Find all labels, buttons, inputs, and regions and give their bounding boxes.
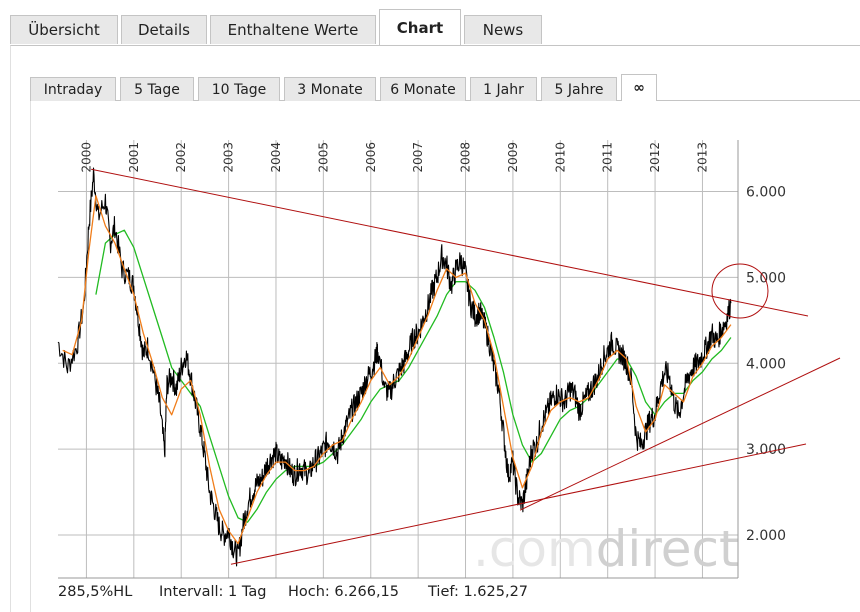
y-tick-label: 5.000 bbox=[746, 270, 786, 286]
year-label: 2010 bbox=[553, 142, 567, 173]
tab-enthaltene-werte[interactable]: Enthaltene Werte bbox=[210, 15, 376, 44]
year-label: 2002 bbox=[174, 142, 188, 173]
annotations bbox=[91, 168, 841, 565]
period-tab-8[interactable]: ∞ bbox=[621, 74, 657, 101]
year-label: 2008 bbox=[459, 142, 473, 173]
trendline-upper bbox=[91, 168, 809, 317]
year-label: 2006 bbox=[364, 142, 378, 173]
period-tab-7[interactable]: 5 Jahre bbox=[541, 77, 617, 101]
watermark: .comdirect bbox=[473, 520, 739, 578]
year-label: 2013 bbox=[695, 142, 709, 173]
year-label: 2001 bbox=[127, 142, 141, 173]
year-labels: 2000 2001 2002 2003 2004 2005 2006 2007 2008 2009… bbox=[79, 142, 709, 173]
grid bbox=[58, 140, 739, 579]
y-tick-label: 2.000 bbox=[746, 528, 786, 544]
watermark-text: .comdirect bbox=[473, 520, 739, 578]
period-tab-5[interactable]: 6 Monate bbox=[380, 77, 466, 101]
year-label: 2012 bbox=[648, 142, 662, 173]
y-tick-label: 6.000 bbox=[746, 185, 786, 201]
hl-change: 285,5%HL bbox=[58, 584, 133, 600]
year-label: 2003 bbox=[222, 142, 236, 173]
year-label: 2009 bbox=[506, 142, 520, 173]
year-label: 2000 bbox=[79, 142, 93, 173]
low-value: Tief: 1.625,27 bbox=[428, 584, 529, 600]
year-label: 2005 bbox=[316, 142, 330, 173]
series bbox=[57, 167, 732, 567]
trendline-support-1 bbox=[230, 443, 807, 565]
year-label: 2007 bbox=[411, 142, 425, 173]
tab-news[interactable]: News bbox=[464, 15, 542, 44]
tab-details[interactable]: Details bbox=[121, 15, 207, 44]
period-tab-2[interactable]: 5 Tage bbox=[120, 77, 194, 101]
tab-übersicht[interactable]: Übersicht bbox=[10, 15, 118, 44]
main-panel bbox=[10, 45, 860, 612]
period-tab-3[interactable]: 10 Tage bbox=[198, 77, 280, 101]
period-tab-1[interactable]: Intraday bbox=[30, 77, 116, 101]
breakout-highlight-circle bbox=[711, 263, 769, 319]
year-label: 2011 bbox=[601, 142, 615, 173]
series-ma-short bbox=[62, 195, 732, 545]
trendline-support-2 bbox=[519, 357, 841, 511]
y-tick-label: 4.000 bbox=[746, 356, 786, 372]
interval-label: Intervall: 1 Tag bbox=[159, 584, 267, 600]
period-tab-6[interactable]: 1 Jahr bbox=[470, 77, 537, 101]
tab-chart[interactable]: Chart bbox=[379, 9, 461, 45]
series-price bbox=[57, 167, 732, 567]
period-tab-4[interactable]: 3 Monate bbox=[284, 77, 376, 101]
year-label: 2004 bbox=[269, 142, 283, 173]
high-value: Hoch: 6.266,15 bbox=[288, 584, 400, 600]
